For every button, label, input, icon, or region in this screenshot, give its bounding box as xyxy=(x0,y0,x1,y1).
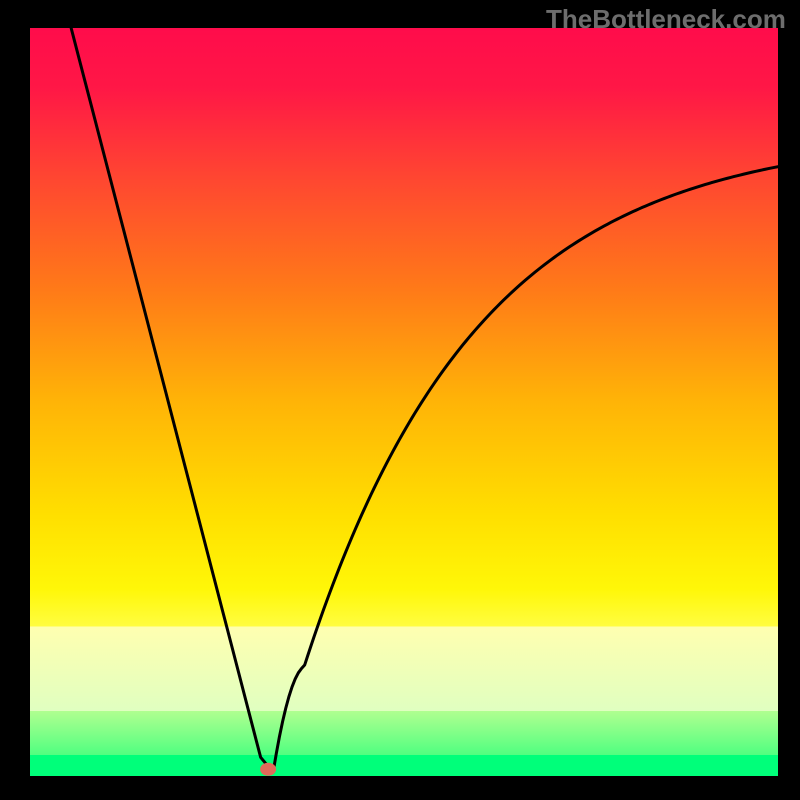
watermark-text: TheBottleneck.com xyxy=(546,4,786,35)
optimum-marker xyxy=(260,763,276,776)
chart-frame: TheBottleneck.com xyxy=(0,0,800,800)
plot-area xyxy=(30,28,778,776)
plot-svg xyxy=(30,28,778,776)
gradient-background xyxy=(30,28,778,776)
